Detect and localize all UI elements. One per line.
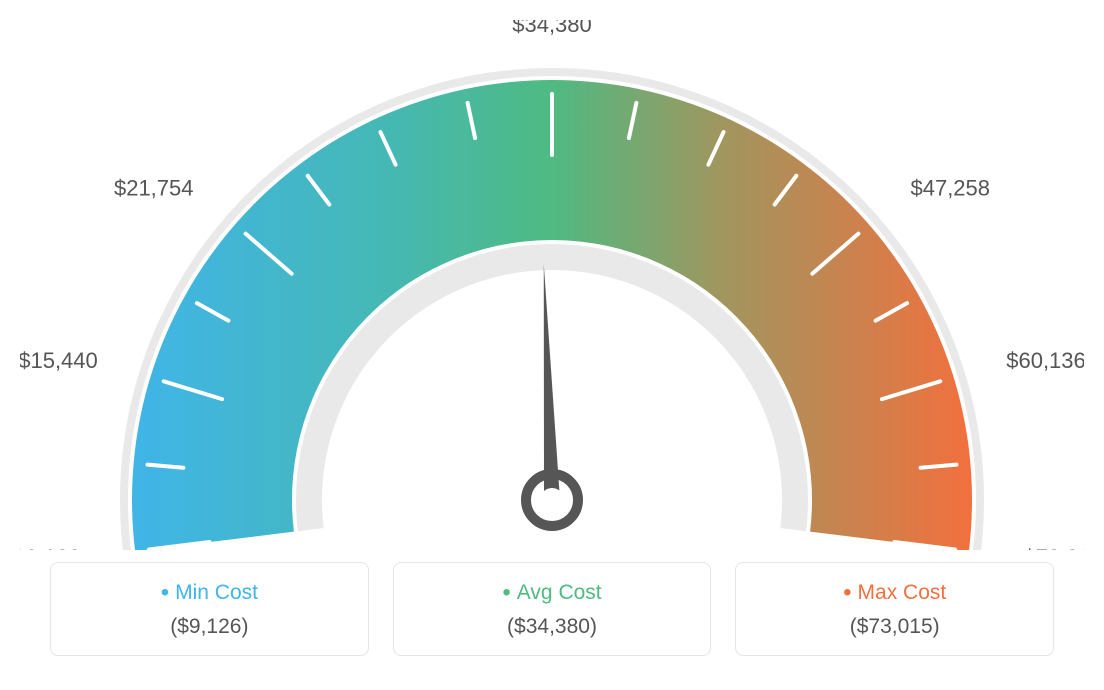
svg-text:$34,380: $34,380 — [512, 20, 592, 37]
svg-text:$9,126: $9,126 — [20, 545, 81, 550]
legend-value-avg: ($34,380) — [406, 615, 699, 639]
legend-value-min: ($9,126) — [63, 615, 356, 639]
legend-dot-avg: • — [502, 579, 510, 606]
legend-dot-max: • — [843, 579, 851, 606]
legend-min-text: Min Cost — [175, 581, 258, 604]
legend-avg-text: Avg Cost — [517, 581, 602, 604]
legend-label-avg: • Avg Cost — [406, 581, 699, 605]
legend-dot-min: • — [161, 579, 169, 606]
legend-card-max: • Max Cost ($73,015) — [735, 562, 1054, 656]
svg-text:$47,258: $47,258 — [910, 175, 990, 200]
svg-text:$60,136: $60,136 — [1006, 348, 1084, 373]
legend-card-avg: • Avg Cost ($34,380) — [393, 562, 712, 656]
svg-text:$21,754: $21,754 — [114, 175, 194, 200]
legend-value-max: ($73,015) — [748, 615, 1041, 639]
gauge-svg: $9,126 $15,440 $21,754 $34,380 $47,258 $60,13… — [20, 20, 1084, 550]
svg-text:$73,015: $73,015 — [1023, 545, 1084, 550]
legend-label-min: • Min Cost — [63, 581, 356, 605]
legend-card-min: • Min Cost ($9,126) — [50, 562, 369, 656]
legend-max-text: Max Cost — [858, 581, 947, 604]
cost-gauge-chart: $9,126 $15,440 $21,754 $34,380 $47,258 $60,13… — [20, 20, 1084, 550]
svg-text:$15,440: $15,440 — [20, 348, 98, 373]
legend-label-max: • Max Cost — [748, 581, 1041, 605]
legend-row: • Min Cost ($9,126) • Avg Cost ($34,380) •… — [20, 562, 1084, 656]
